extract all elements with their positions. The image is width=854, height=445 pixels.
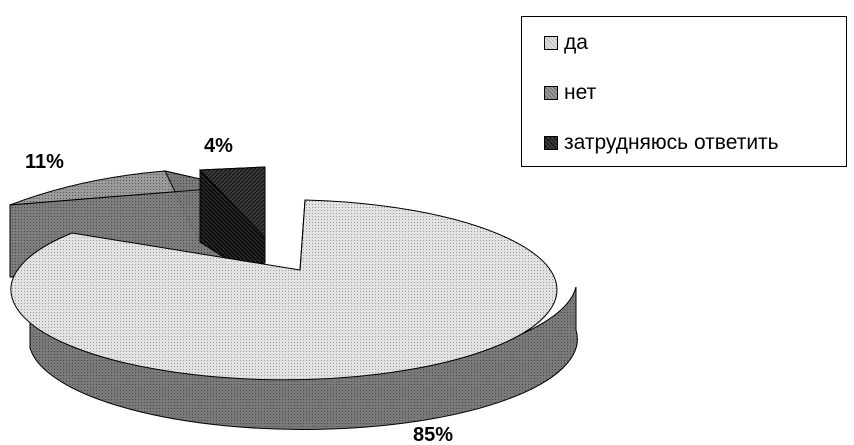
label-da-pct: 85% bbox=[413, 424, 453, 445]
legend-label-net: нет bbox=[564, 81, 597, 104]
legend-item-net: нет bbox=[544, 81, 596, 105]
legend-swatch-da bbox=[544, 36, 558, 50]
legend-label-zatrudnyayus: затрудняюсь ответить bbox=[564, 131, 779, 154]
chart-legend: да нет затрудняюсь ответить bbox=[521, 16, 847, 167]
label-net-pct: 11% bbox=[25, 151, 64, 173]
label-zatrudnyayus-pct: 4% bbox=[204, 135, 233, 157]
pie-slice-zatrudnyayus bbox=[198, 166, 266, 264]
legend-item-zatrudnyayus: затрудняюсь ответить bbox=[544, 131, 779, 155]
legend-label-da: да bbox=[564, 31, 588, 54]
legend-swatch-zatrudnyayus bbox=[544, 136, 558, 150]
pie-slice-da bbox=[10, 199, 578, 430]
legend-item-da: да bbox=[544, 31, 588, 55]
legend-swatch-net bbox=[544, 86, 558, 100]
